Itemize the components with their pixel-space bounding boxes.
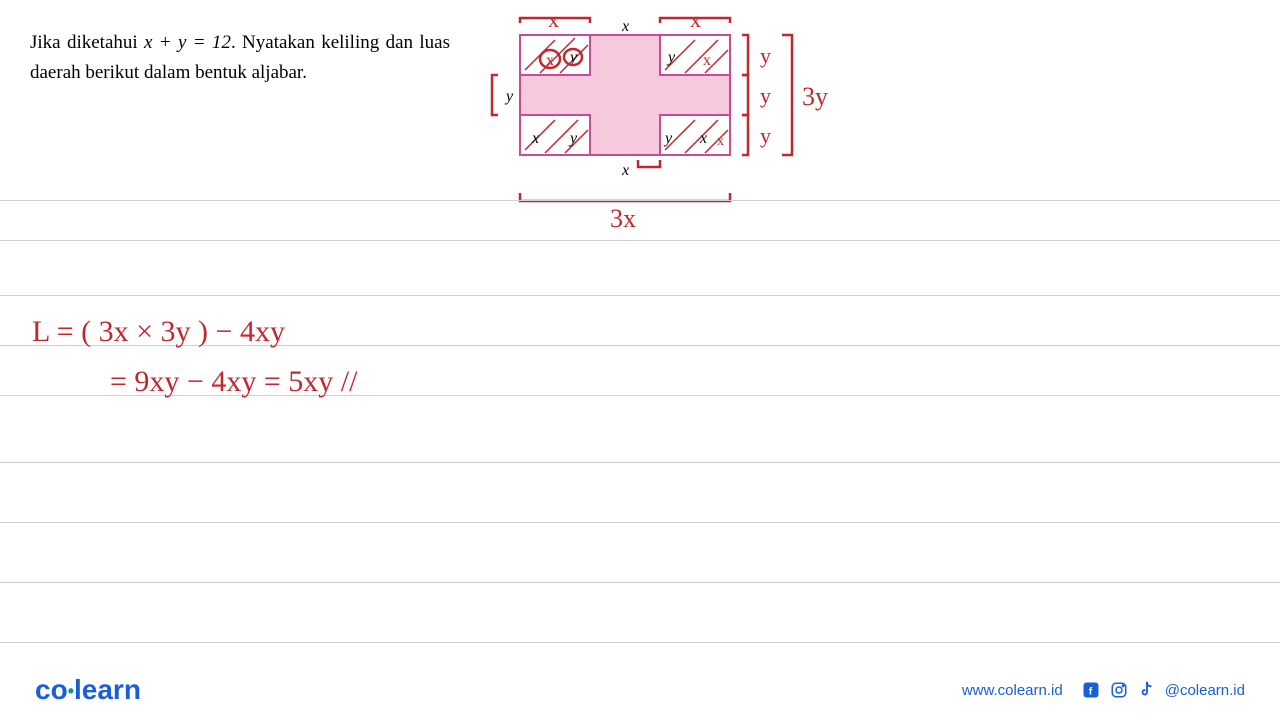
website-link[interactable]: www.colearn.id [962, 682, 1063, 699]
corner-br-y: y [663, 130, 673, 147]
hand-right-y1: y [760, 43, 771, 68]
hand-right-3y: 3y [802, 82, 828, 111]
rule-line [0, 200, 1280, 201]
svg-text:f: f [1088, 686, 1092, 698]
tiktok-icon[interactable] [1137, 680, 1157, 700]
label-bottom-x: x [621, 162, 629, 179]
brand-logo: co•learn [35, 674, 141, 706]
corner-bl-y: y [568, 130, 578, 147]
social-handle: @colearn.id [1165, 682, 1245, 699]
facebook-icon[interactable]: f [1081, 680, 1101, 700]
footer: co•learn www.colearn.id f @colearn.id [0, 660, 1280, 720]
work-line-1: L = ( 3x × 3y ) − 4xy [32, 315, 285, 349]
label-left-y: y [504, 88, 514, 105]
hand-right-y3: y [760, 123, 771, 148]
hand-tr-x: x [703, 52, 711, 69]
social-handles: f @colearn.id [1081, 680, 1245, 700]
hand-br-x2: x [717, 134, 724, 149]
text-prefix: Jika diketahui [30, 32, 144, 53]
work-line-2: = 9xy − 4xy = 5xy // [110, 365, 357, 399]
corner-bl-x: x [531, 130, 539, 147]
hand-right-y2: y [760, 83, 771, 108]
label-top-x: x [621, 18, 629, 35]
rule-line [0, 582, 1280, 583]
content-area: Jika diketahui x + y = 12. Nyatakan keli… [0, 0, 1280, 660]
logo-learn: learn [74, 674, 141, 705]
corner-br-x: x [699, 130, 707, 147]
rule-line [0, 295, 1280, 296]
ruled-lines [0, 200, 1280, 600]
rule-line [0, 240, 1280, 241]
rule-line [0, 642, 1280, 643]
instagram-icon[interactable] [1109, 680, 1129, 700]
rule-line [0, 462, 1280, 463]
footer-right: www.colearn.id f @colearn.id [962, 680, 1245, 700]
problem-statement: Jika diketahui x + y = 12. Nyatakan keli… [30, 28, 450, 89]
equation: x + y = 12 [144, 32, 231, 53]
corner-tr-y: y [666, 49, 676, 66]
rule-line [0, 522, 1280, 523]
logo-co: co [35, 674, 68, 705]
